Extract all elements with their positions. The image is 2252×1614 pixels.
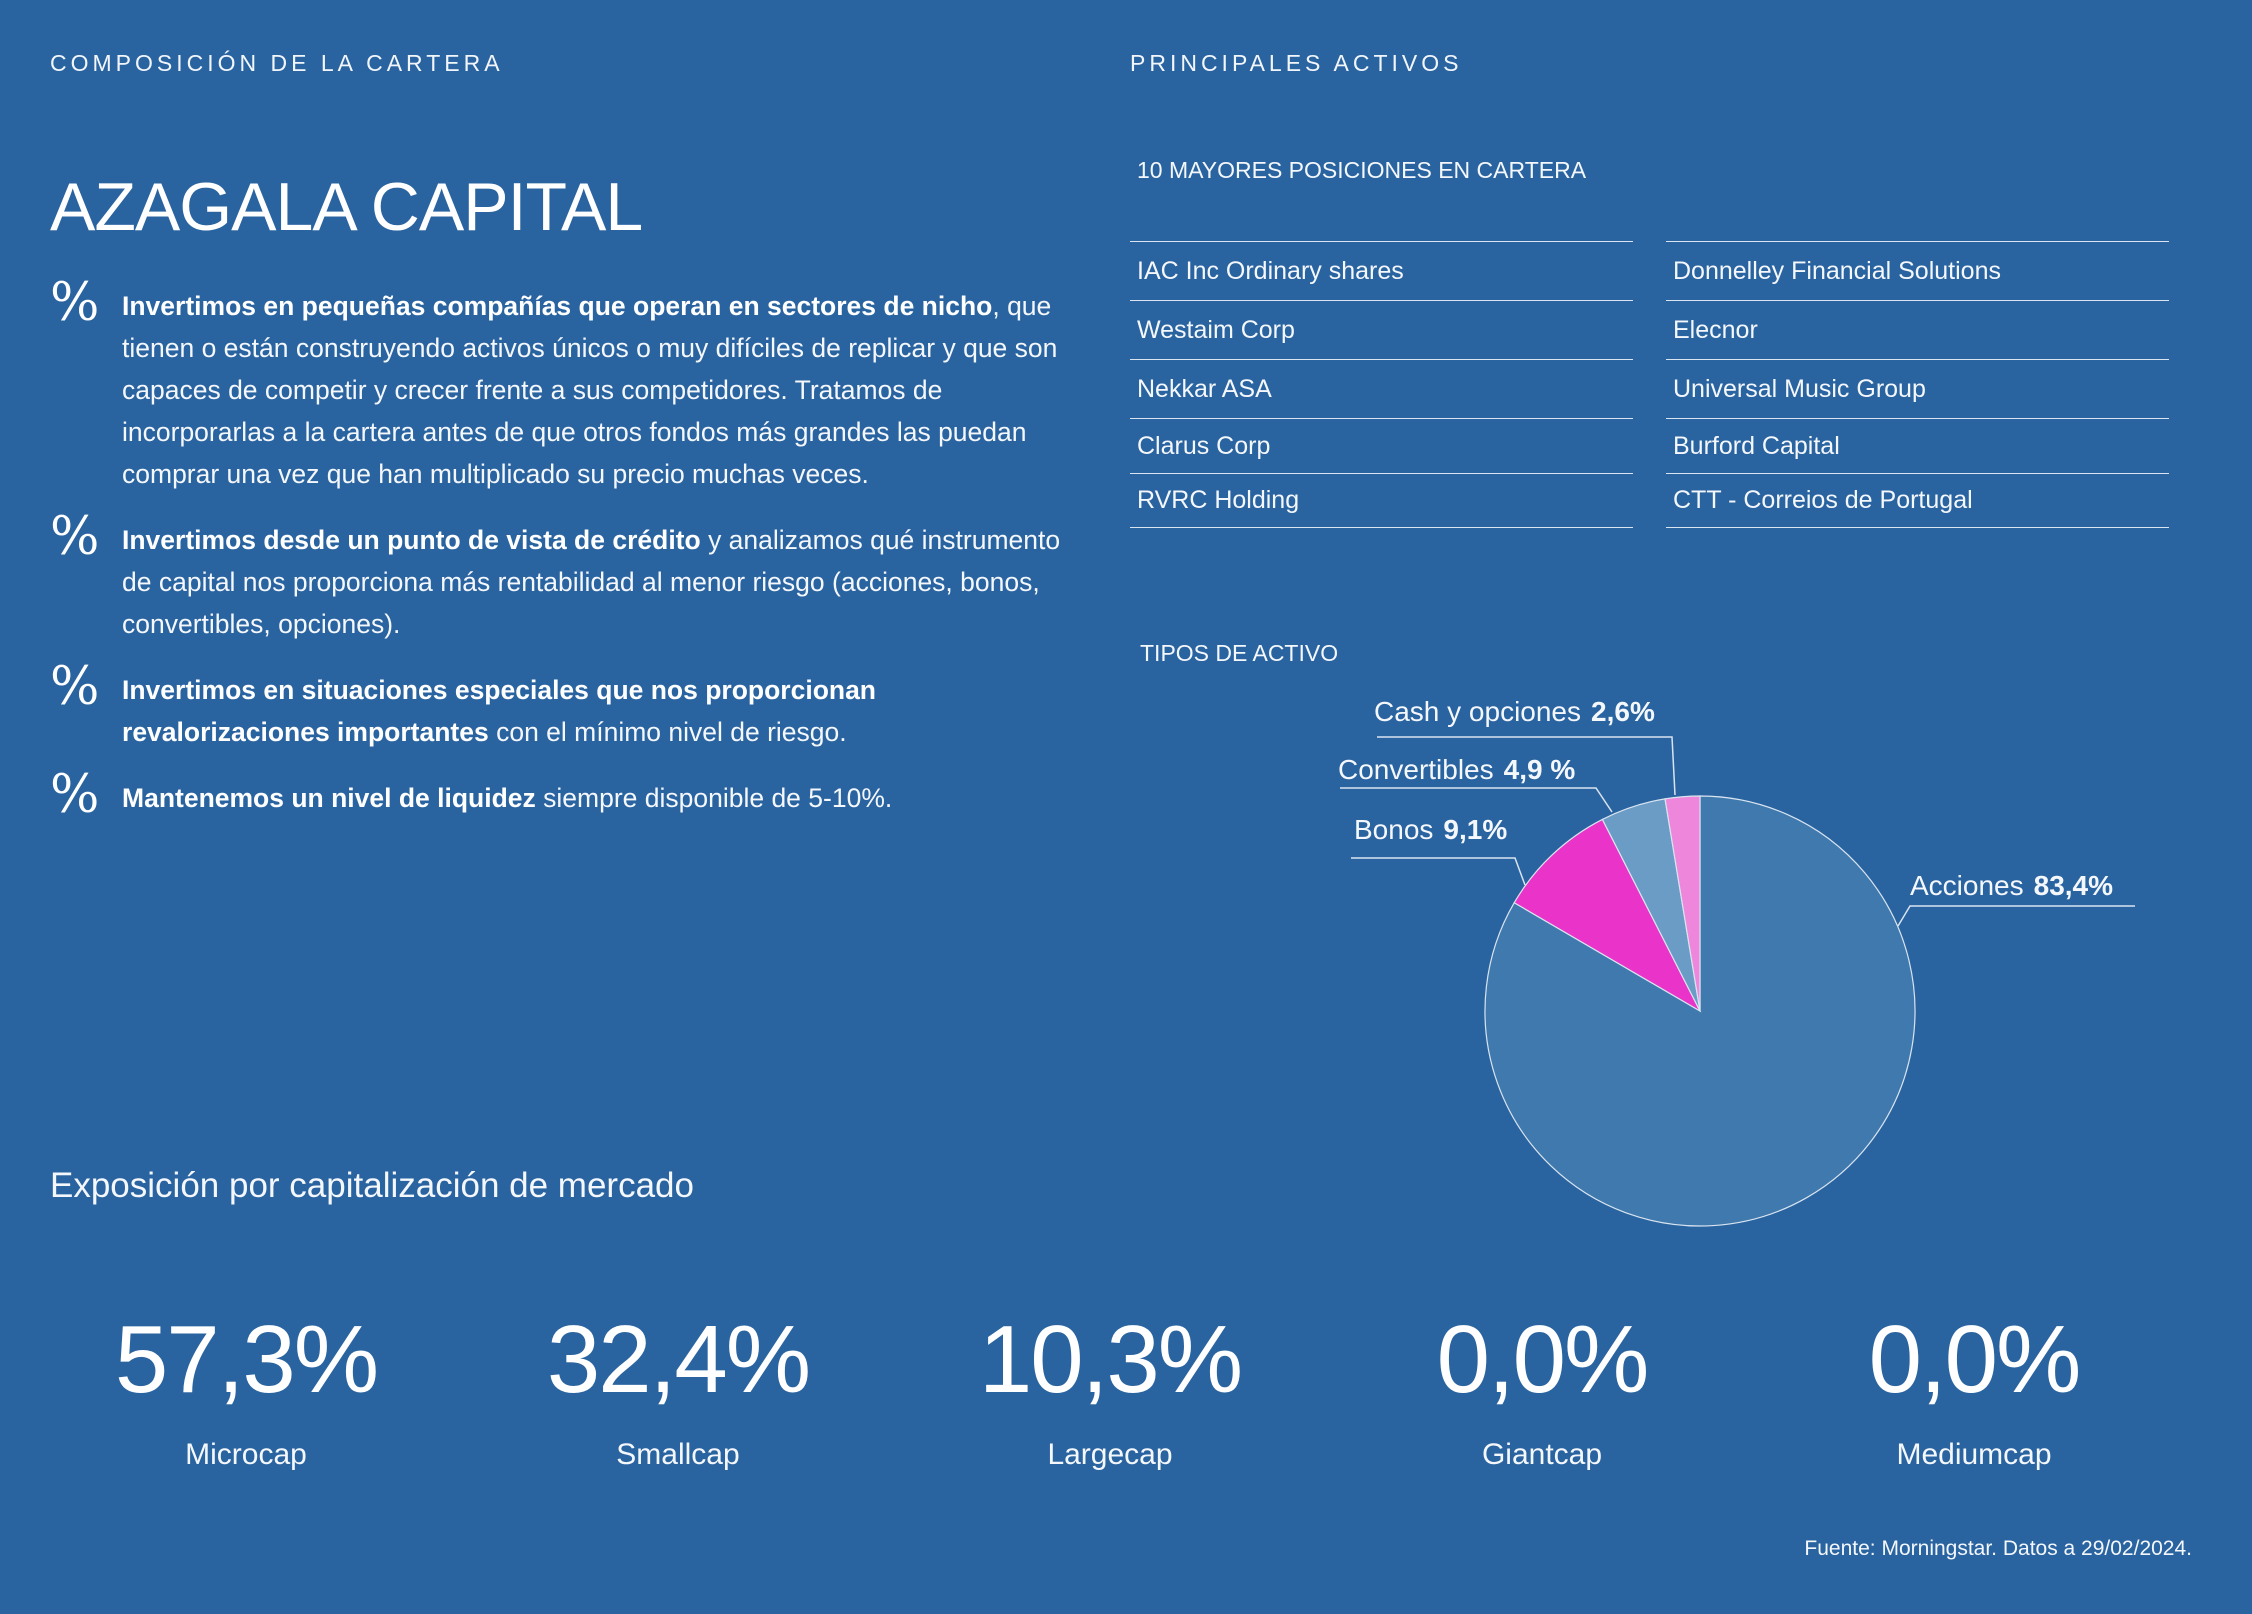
bullet-item: % Invertimos desde un punto de vista de … [50,511,1090,645]
stat-label: Microcap [185,1438,307,1471]
bullet-bold-text: Mantenemos un nivel de liquidez [122,783,536,813]
holding-row: Westaim Corp [1130,300,1633,359]
brand-title: AZAGALA CAPITAL [50,169,643,245]
stat-value: 10,3% [978,1306,1243,1413]
bullet-body-text: , que tienen o están construyendo activo… [122,291,1058,489]
pie-slice-bonos [1513,818,1702,1013]
holding-row: Donnelley Financial Solutions [1666,241,2169,300]
pie-label-value: 83,4% [2033,870,2114,901]
holding-row: RVRC Holding [1130,473,1633,528]
pie-slice-cash-y-opciones [1664,795,1701,1012]
leader-line-bonos [1351,857,1526,886]
holding-row: Clarus Corp [1130,418,1633,473]
pie-label-bonos: Bonos 9,1% [1354,814,1507,846]
stat-value: 57,3% [114,1306,379,1413]
stat-label: Giantcap [1481,1438,1603,1471]
bullet-body-text: con el mínimo nivel de riesgo. [488,717,847,747]
exposure-title: Exposición por capitalización de mercado [50,1166,694,1205]
stat-label: Mediumcap [1896,1438,2052,1471]
holding-row: Burford Capital [1666,418,2169,473]
pie-label-convertibles: Convertibles 4,9 % [1338,754,1575,786]
bullet-text: Invertimos en pequeñas compañías que ope… [122,285,1090,495]
exposure-stat-largecap: 10,3% Largecap [900,1310,1320,1472]
bullet-bold-text: Invertimos en situaciones especiales que… [122,675,876,747]
bullet-item: % Invertimos en pequeñas compañías que o… [50,277,1090,495]
holdings-title: 10 MAYORES POSICIONES EN CARTERA [1137,157,1587,183]
holding-row: Universal Music Group [1666,359,2169,418]
stat-label: Smallcap [616,1438,740,1471]
holding-row: Nekkar ASA [1130,359,1633,418]
strategy-bullet-list: % Invertimos en pequeñas compañías que o… [50,277,1090,843]
percent-icon: % [50,765,100,825]
percent-icon: % [50,507,100,567]
leader-line-cash [1377,736,1676,796]
asset-types-title: TIPOS DE ACTIVO [1140,640,1339,666]
percent-icon: % [50,273,100,333]
pie-label-text: Convertibles [1338,754,1494,785]
pie-label-text: Cash y opciones [1374,696,1582,727]
bullet-body-text: y analizamos qué instrumento de capital … [122,525,1061,639]
bullet-bold-text: Invertimos en pequeñas compañías que ope… [122,291,993,321]
exposure-stat-giantcap: 0,0% Giantcap [1332,1310,1752,1472]
stat-value: 0,0% [1868,1306,2082,1413]
bullet-body-text: siempre disponible de 5-10%. [535,783,893,813]
section-label-main-assets: PRINCIPALES ACTIVOS [1130,50,1463,76]
exposure-stat-mediumcap: 0,0% Mediumcap [1764,1310,2184,1472]
pie-label-value: 4,9 % [1503,754,1576,785]
pie-label-cash: Cash y opciones 2,6% [1374,696,1655,728]
holding-row: CTT - Correios de Portugal [1666,473,2169,528]
pie-label-text: Bonos [1354,814,1434,845]
bullet-bold-text: Invertimos desde un punto de vista de cr… [122,525,701,555]
bullet-text: Mantenemos un nivel de liquidez siempre … [122,777,892,819]
section-label-portfolio: COMPOSICIÓN DE LA CARTERA [50,50,504,76]
stat-label: Largecap [1047,1438,1173,1471]
stat-value: 32,4% [546,1306,811,1413]
exposure-stat-microcap: 57,3% Microcap [36,1310,456,1472]
leader-line-convertibles [1340,787,1613,813]
source-footnote: Fuente: Morningstar. Datos a 29/02/2024. [1804,1537,2192,1560]
pie-label-value: 9,1% [1443,814,1508,845]
pie-label-text: Acciones [1910,870,2024,901]
holdings-column-left: IAC Inc Ordinary shares Westaim Corp Nek… [1130,241,1633,528]
pie-label-acciones: Acciones 83,4% [1910,870,2113,902]
holding-row: IAC Inc Ordinary shares [1130,241,1633,300]
holdings-column-right: Donnelley Financial Solutions Elecnor Un… [1666,241,2169,528]
bullet-text: Invertimos en situaciones especiales que… [122,669,1090,753]
leader-line-acciones [1897,905,2135,927]
bullet-item: % Invertimos en situaciones especiales q… [50,661,1090,753]
bullet-item: % Mantenemos un nivel de liquidez siempr… [50,769,1090,821]
exposure-stat-smallcap: 32,4% Smallcap [468,1310,888,1472]
bullet-text: Invertimos desde un punto de vista de cr… [122,519,1090,645]
pie-label-value: 2,6% [1591,696,1655,727]
stat-value: 0,0% [1436,1306,1650,1413]
holding-row: Elecnor [1666,300,2169,359]
percent-icon: % [50,657,100,717]
